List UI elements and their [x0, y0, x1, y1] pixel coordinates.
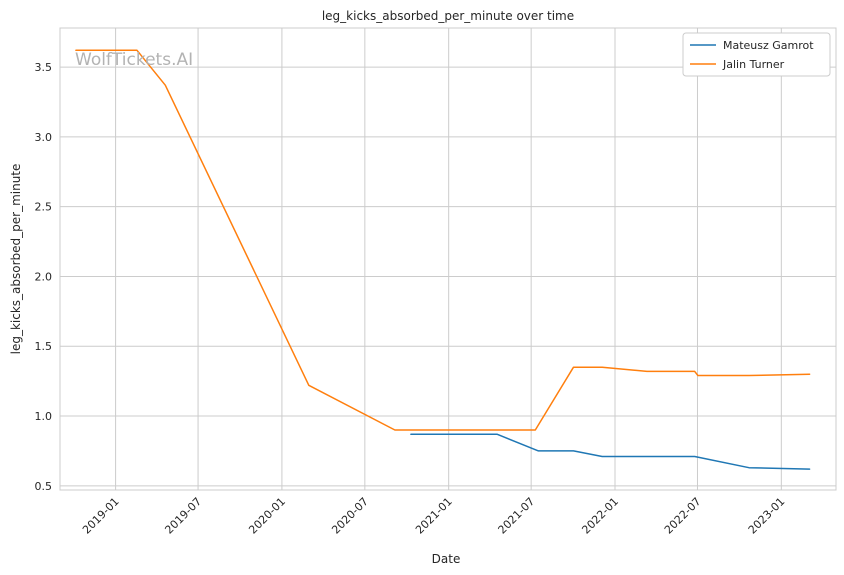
x-tick-label: 2021-01 — [413, 495, 455, 537]
y-tick-label: 0.5 — [35, 480, 53, 493]
x-tick-label: 2021-07 — [496, 495, 538, 537]
x-tick-label: 2023-01 — [746, 495, 788, 537]
y-tick-label: 1.0 — [35, 410, 53, 423]
x-tick-label: 2022-01 — [579, 495, 621, 537]
legend-label: Mateusz Gamrot — [723, 39, 814, 52]
legend: Mateusz Gamrot Jalin Turner — [682, 32, 831, 77]
chart-title: leg_kicks_absorbed_per_minute over time — [322, 9, 574, 23]
x-tick-label: 2020-01 — [246, 495, 288, 537]
y-tick-label: 1.5 — [35, 340, 53, 353]
y-tick-labels: 0.5 1.0 1.5 2.0 2.5 3.0 3.5 — [35, 61, 53, 493]
legend-label: Jalin Turner — [722, 58, 785, 71]
series-line-2 — [75, 49, 811, 431]
plot-area — [59, 27, 837, 491]
x-tick-label: 2019-01 — [80, 495, 122, 537]
legend-box — [682, 32, 831, 77]
x-tick-label: 2019-07 — [162, 495, 204, 537]
y-axis-title: leg_kicks_absorbed_per_minute — [9, 164, 23, 355]
x-tick-labels: 2019-01 2019-07 2020-01 2020-07 2021-01 2021-… — [80, 495, 787, 537]
y-tick-label: 2.0 — [35, 270, 53, 283]
x-tick-label: 2020-07 — [329, 495, 371, 537]
series-line-1 — [410, 433, 811, 470]
y-tick-label: 2.5 — [35, 201, 53, 214]
grid-lines — [60, 28, 836, 490]
y-tick-label: 3.5 — [35, 61, 53, 74]
x-tick-label: 2022-07 — [662, 495, 704, 537]
y-tick-label: 3.0 — [35, 131, 53, 144]
series-lines — [75, 49, 811, 470]
x-axis-title: Date — [432, 552, 461, 566]
watermark: WolfTickets.AI — [75, 50, 193, 70]
